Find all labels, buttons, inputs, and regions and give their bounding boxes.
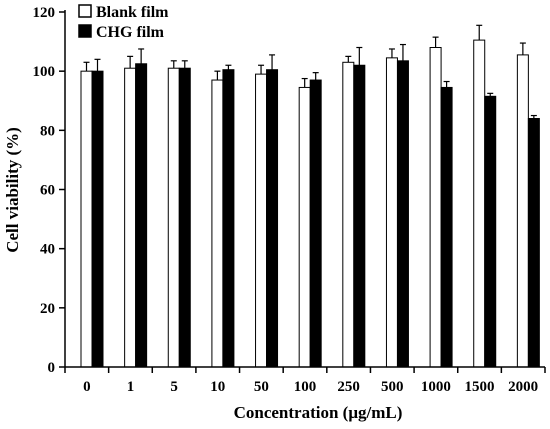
bar-blank-100 [298,86,311,368]
bar-blank-1500 [473,39,486,368]
x-tick-label-100: 100 [294,379,317,395]
y-tick-label-80: 80 [40,123,55,139]
y-tick-label-20: 20 [40,301,55,317]
bar-chg-250 [353,64,366,368]
x-tick-label-50: 50 [254,379,269,395]
legend: Blank film CHG film [78,4,169,41]
bar-blank-1 [124,67,137,368]
y-tick-label-0: 0 [48,360,56,376]
bar-blank-50 [255,73,268,368]
bar-chg-0 [91,70,104,368]
bar-chg-1500 [484,95,497,368]
bar-blank-0 [80,70,93,368]
x-tick-label-10: 10 [210,379,225,395]
x-tick-label-1: 1 [127,379,135,395]
bar-blank-5 [167,67,180,368]
x-tick-label-1000: 1000 [421,379,451,395]
legend-label-chg: CHG film [96,24,165,41]
x-tick-label-0: 0 [83,379,91,395]
x-tick-label-5: 5 [170,379,178,395]
y-tick-label-120: 120 [33,5,56,21]
bar-chg-2000 [527,118,540,368]
bar-blank-500 [385,57,398,368]
y-tick-label-40: 40 [40,242,55,258]
bar-chg-10 [222,69,235,368]
bar-chg-1000 [440,86,453,368]
legend-swatch-blank [78,4,92,18]
bar-blank-250 [342,61,355,368]
bar-chg-5 [178,67,191,368]
bar-chg-100 [309,79,322,368]
x-tick-label-500: 500 [381,379,404,395]
bar-chg-500 [396,60,409,368]
x-tick-label-1500: 1500 [465,379,495,395]
bar-blank-10 [211,79,224,368]
bar-blank-1000 [429,47,442,368]
x-tick-label-250: 250 [337,379,360,395]
axes-layer: 0 20 40 60 80 100 120 0 1 5 10 50 100 250 500 1000 1500 2… [33,5,546,395]
bars-layer [80,24,540,368]
y-tick-label-60: 60 [40,183,55,199]
bar-chg-50 [266,69,279,368]
y-tick-label-100: 100 [33,64,56,80]
x-axis-title: Concentration (μg/mL) [234,403,403,422]
legend-label-blank: Blank film [96,4,169,21]
y-axis-title: Cell viability (%) [3,127,22,253]
bar-chg-1 [135,63,148,368]
bar-blank-2000 [516,54,529,368]
legend-swatch-chg [78,24,92,38]
x-tick-label-2000: 2000 [508,379,538,395]
